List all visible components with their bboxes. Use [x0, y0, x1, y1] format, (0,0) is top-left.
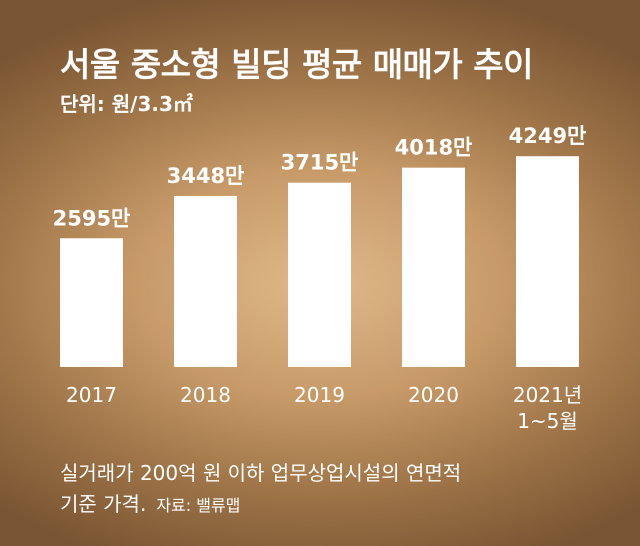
chart-title: 서울 중소형 빌딩 평균 매매가 추이: [60, 45, 533, 84]
category-label-2: 2019: [294, 383, 345, 407]
bar-1: [174, 195, 237, 367]
value-label-4: 4249만: [509, 124, 587, 148]
unit-label: 단위: 원/3.3㎡: [60, 92, 193, 116]
source-label: 자료: 밸류맵: [156, 496, 241, 515]
value-label-2: 3715만: [281, 151, 359, 175]
category-label-3: 2020: [408, 383, 459, 407]
value-label-0: 2595만: [53, 206, 131, 230]
footnote-line-1: 실거래가 200억 원 이하 업무상업시설의 연면적: [60, 461, 462, 485]
category-label-4: 2021년: [513, 383, 582, 407]
value-label-1: 3448만: [167, 164, 245, 188]
footnote: 실거래가 200억 원 이하 업무상업시설의 연면적 기준 가격. 자료: 밸류맵: [60, 458, 620, 521]
category-label-0: 2017: [66, 383, 117, 407]
bar-0: [60, 238, 123, 367]
category-label-4-line-1: 1~5월: [517, 409, 578, 433]
footnote-line-2: 기준 가격.: [60, 492, 147, 516]
bar-4: [516, 156, 579, 367]
bar-3: [402, 167, 465, 367]
category-label-1: 2018: [180, 383, 231, 407]
bar-2: [288, 182, 351, 367]
value-label-3: 4018만: [395, 136, 473, 160]
